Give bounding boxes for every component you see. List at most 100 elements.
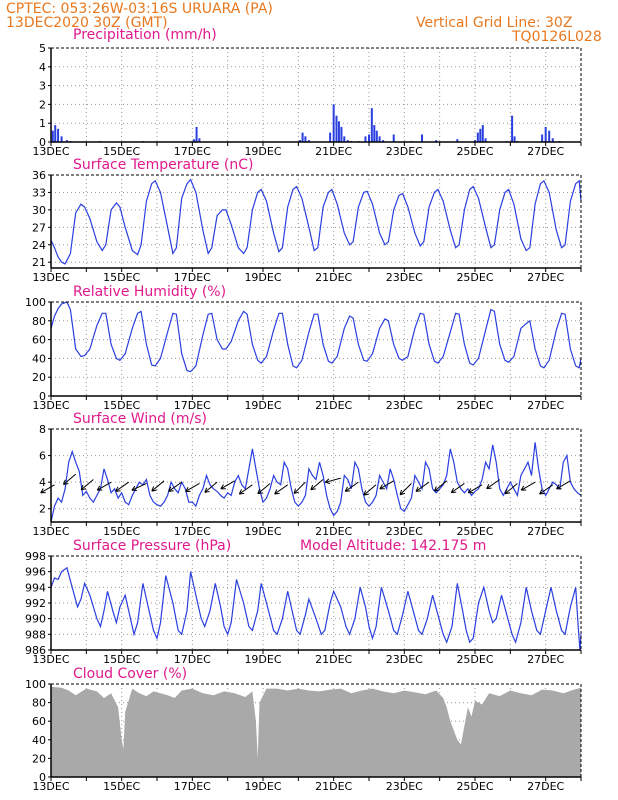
forecast-date-label: 13DEC2020 30Z (GMT) [6,15,168,31]
x-tick-label: 27DEC [527,399,564,412]
wind-arrow-head [168,490,174,492]
precip-bar [541,134,544,142]
y-tick-label: 20 [32,752,46,765]
x-tick-label: 27DEC [527,271,564,284]
x-tick-label: 15DEC [103,271,140,284]
wind-arrow [80,479,94,491]
wind-arrow-head [131,485,136,491]
x-tick-label: 17DEC [174,145,211,158]
wind-arrow-head [310,484,314,490]
y-tick-label: 0 [39,136,46,149]
wind-arrow [379,480,394,490]
x-tick-label: 19DEC [244,145,281,158]
precip-bar [378,136,381,142]
wind-arrow-head [274,489,278,495]
wind-arrow-head [293,491,300,494]
x-tick-label: 19DEC [244,653,281,666]
wind-arrow-shaft [63,473,77,485]
precip-bar [382,140,385,142]
wind-arrow [168,481,183,492]
wind-arrow [344,481,359,492]
x-tick-label: 13DEC [32,780,69,793]
plot-frame [50,47,582,143]
wind-arrow-head [379,484,383,490]
y-tick-label: 8 [39,423,46,436]
x-tick-label: 27DEC [527,653,564,666]
wind-arrow [324,477,341,484]
wind-arrow-shaft [520,481,536,491]
x-tick-label: 21DEC [315,271,352,284]
wind-arrow [131,483,147,492]
precip-bar [368,134,370,142]
wind-arrow-shaft [451,483,465,494]
wind-arrow-head [415,490,421,492]
wind-arrow [539,484,554,495]
y-tick-label: 60 [32,334,46,347]
x-tick-label: 25DEC [456,525,493,538]
wind-arrow-shaft [168,481,183,492]
y-tick-label: 100 [25,678,46,691]
panel-cloud: 0 20 40 60 80 100 13DEC 15DEC 17DEC 19DEC 21DEC 23D… [25,666,582,793]
y-tick-label: 33 [32,186,46,199]
wind-arrow [399,483,412,496]
wind-arrow [96,481,112,491]
precip-bar [513,136,516,142]
wind-arrow [238,484,253,495]
wind-arrow [204,481,218,493]
location-label: CPTEC: 053:26W-03:16S URUARA (PA) [6,1,273,17]
x-tick-label: 23DEC [386,271,423,284]
x-tick-label: 25DEC [456,145,493,158]
y-tick-label: 24 [32,239,46,252]
panel-title-temp: Surface Temperature (nC) [73,157,254,173]
wind-arrow-shaft [274,484,289,495]
precip-bar [60,136,63,142]
y-tick-label: 80 [32,697,46,710]
x-tick-label: 15DEC [103,653,140,666]
wind-arrow-head [310,488,316,491]
wind-arrow-head [505,492,511,495]
y-tick-label: 988 [25,628,46,641]
wind-arrow [415,481,430,492]
wind-arrow [40,484,55,494]
precip-bar [479,128,482,142]
panel-rh: 0 20 40 60 80 100 13DEC 15DEC 17DEC 19DEC 21DEC 23D… [25,284,582,412]
wind-arrow-head [168,486,172,492]
precip-bar [332,104,335,142]
x-tick-label: 27DEC [527,780,564,793]
precip-bar [548,130,551,142]
precip-bar [370,108,373,142]
wind-arrow-head [204,490,210,493]
y-tick-label: 6 [39,450,46,463]
panel-title-cloud: Cloud Cover (%) [73,666,187,682]
wind-arrow-head [239,492,245,495]
precip-bar [307,140,310,142]
panel-pressure: 986 988 990 992 994 996 998 13DEC 15DEC 17DEC 19DE… [25,538,582,666]
panel-title-precip: Precipitation (mm/h) [73,27,217,43]
wind-arrow-head [81,488,87,491]
x-tick-label: 21DEC [315,525,352,538]
wind-arrow-head [220,484,224,490]
wind-arrow-shaft [345,481,359,492]
wind-arrow-shaft [379,480,394,490]
x-tick-label: 23DEC [386,780,423,793]
series-line-pressure [50,566,582,651]
wind-arrow-head [345,490,351,492]
y-tick-label: 30 [32,204,46,217]
x-tick-label: 25DEC [456,653,493,666]
plot-frame [50,428,582,523]
wind-arrow-head [151,489,157,492]
wind-arrow-shaft [310,479,324,491]
wind-arrow-head [399,489,402,495]
wind-arrow-head [238,489,242,495]
y-tick-label: 27 [32,221,46,234]
wind-arrow-shaft [96,481,112,491]
precip-bar [337,121,340,142]
wind-arrow-shaft [185,483,200,492]
wind-arrow [115,481,130,492]
wind-arrow-head [40,488,44,494]
wind-arrow [363,484,377,496]
panel-title-pressure: Surface Pressure (hPa) [73,538,231,554]
x-tick-label: 21DEC [315,780,352,793]
x-tick-label: 21DEC [315,399,352,412]
